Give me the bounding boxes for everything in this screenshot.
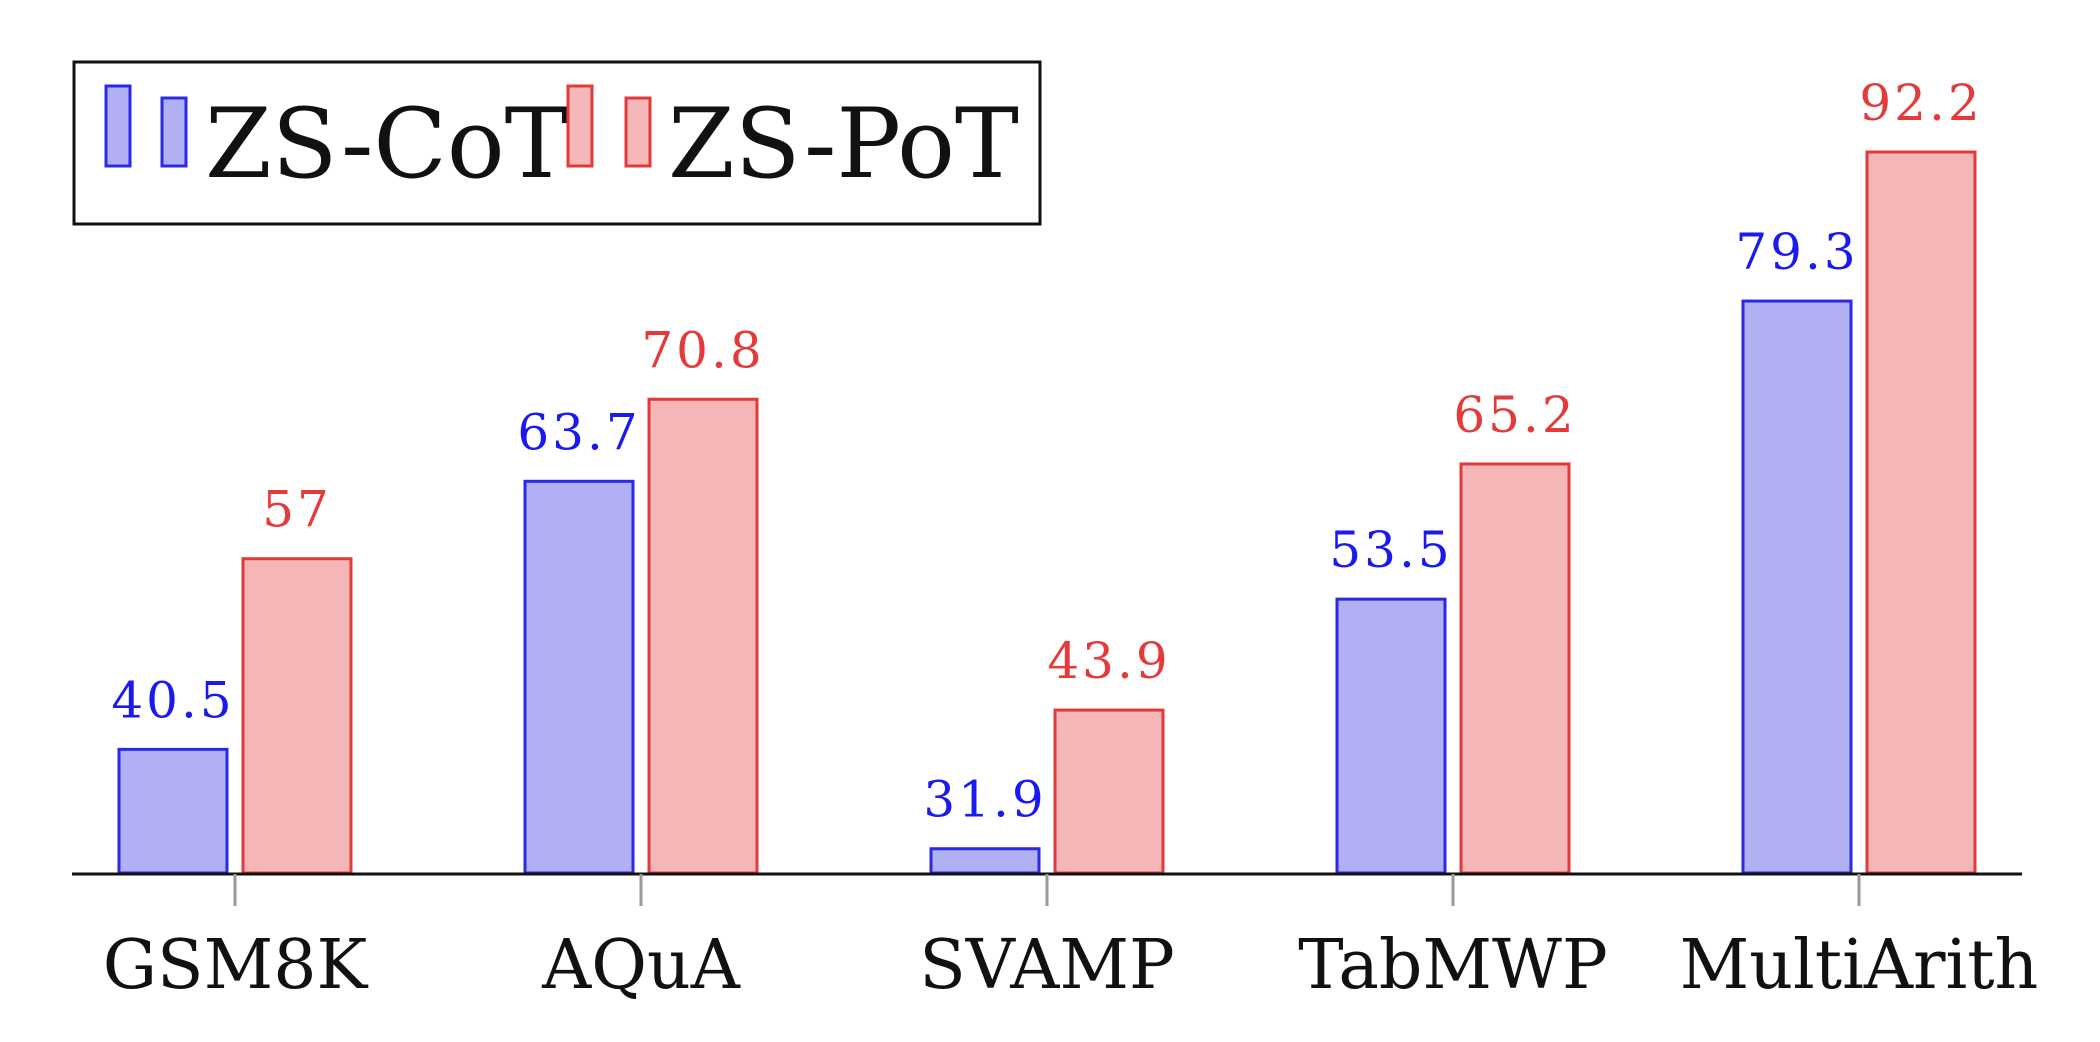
value-labels: 40.5 57 63.770.8 31.9 43.9 53.5 65.2 79.3 92.2 [111,74,1982,829]
bar-zs-cot-gsm8k [117,747,229,875]
bar-zs-pot-gsm8k [241,557,353,875]
legend-label-zs-cot: ZS-CoT [205,88,569,200]
legend-swatch-zs-pot [624,96,652,168]
bar-zs-pot-tabmwp [1459,462,1571,875]
x-tick-label-tabmwp: TabMWP [1298,926,1607,1005]
value-label-zs-cot-gsm8k: 40.5 [111,671,234,729]
legend-label-zs-pot: ZS-PoT [668,88,1019,200]
bar-zs-cot-svamp [929,847,1041,875]
value-label-zs-pot-aqua: 70.8 [641,321,764,379]
bar-zs-pot-aqua [647,397,759,875]
value-label-zs-cot-aqua: 63.7 [517,403,640,461]
legend-frame [72,60,1042,226]
x-tick-label-multiarith: MultiArith [1680,926,2039,1005]
value-label-zs-pot-tabmwp: 65.2 [1453,386,1576,444]
value-label-zs-cot-tabmwp: 53.5 [1329,521,1452,579]
bar-zs-cot-aqua [523,479,635,875]
bar-zs-pot-svamp [1053,708,1165,875]
x-tick-label-aqua: AQuA [541,926,741,1005]
x-tick-label-gsm8k: GSM8K [103,926,369,1005]
value-label-zs-pot-multiarith: 92.2 [1859,74,1982,132]
bar-zs-pot-multiarith [1865,150,1977,875]
value-label-zs-cot-svamp: 31.9 [923,771,1046,829]
value-label-zs-cot-multiarith: 79.3 [1735,223,1858,281]
legend-swatch-zs-pot [566,84,594,168]
legend-swatch-zs-cot [104,84,132,168]
x-ticks [233,874,1861,906]
value-label-zs-pot-svamp: 43.9 [1047,632,1170,690]
legend-swatch-zs-cot [160,96,188,168]
bar-zs-cot-multiarith [1741,299,1853,875]
value-label-zs-pot-gsm8k: 57 [262,481,332,539]
legend: ZS-CoT ZS-PoT [72,60,1042,226]
bars [117,150,1977,875]
category-labels: GSM8K AQuA SVAMP TabMWP MultiArith [103,926,2039,1005]
bar-zs-cot-tabmwp [1335,597,1447,875]
x-tick-label-svamp: SVAMP [919,926,1175,1005]
